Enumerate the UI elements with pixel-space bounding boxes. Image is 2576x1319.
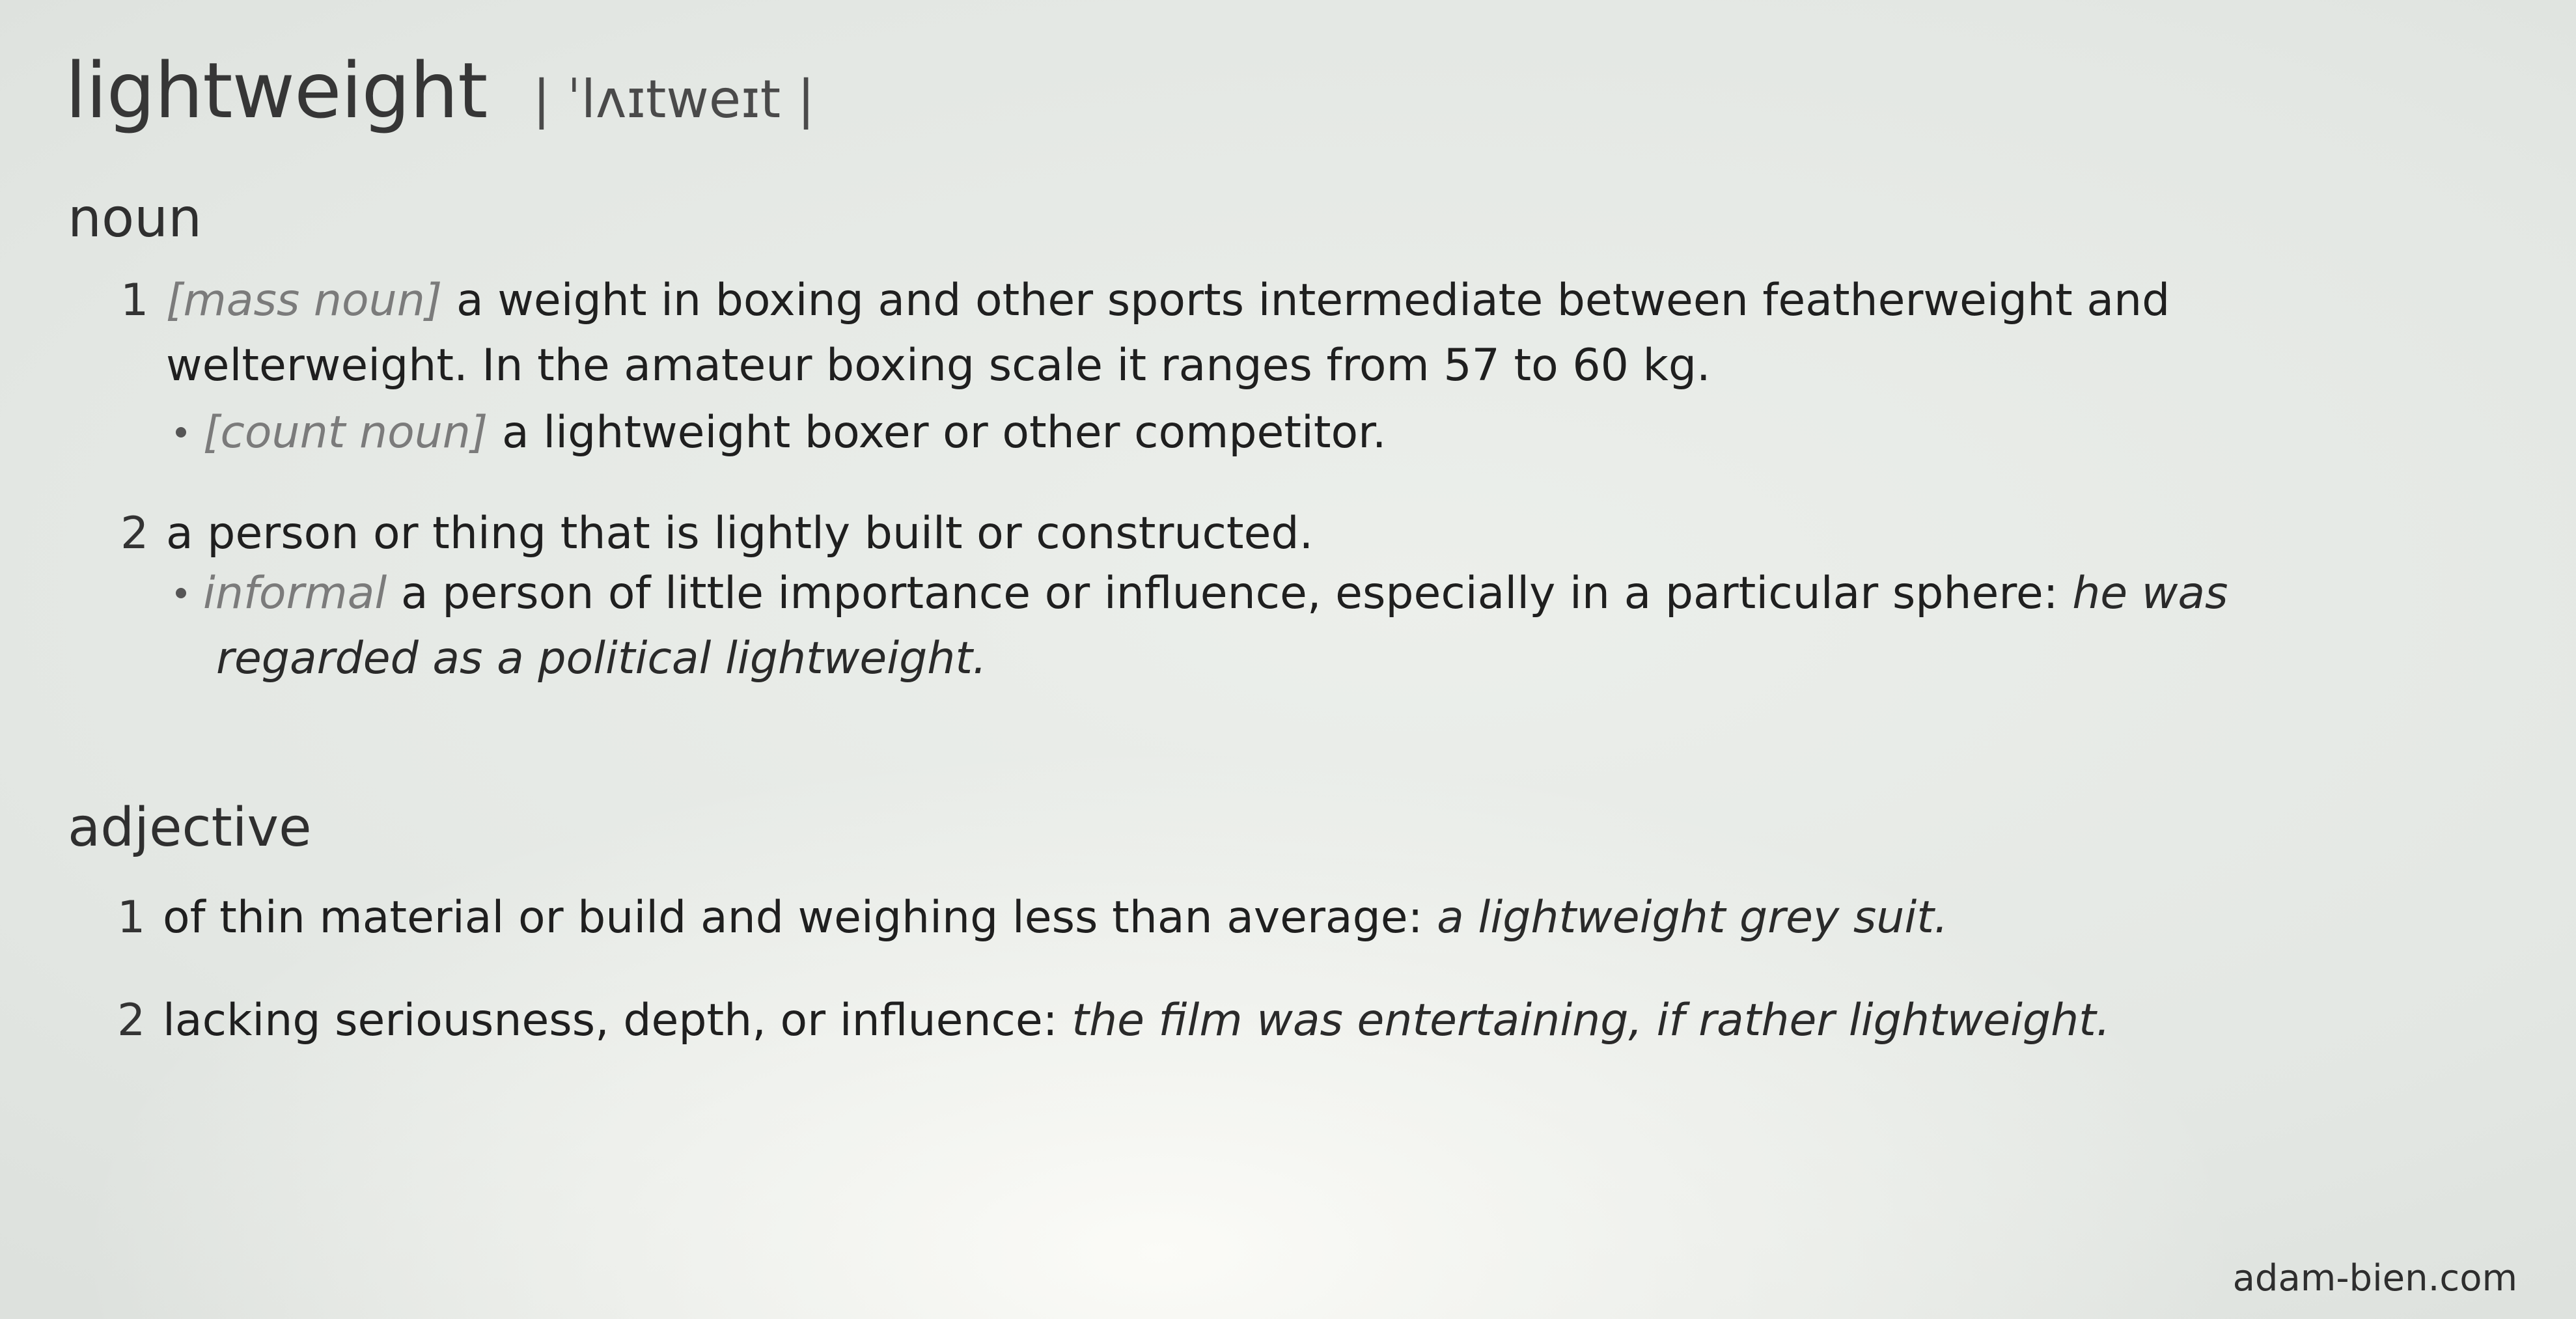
example-text: the film was entertaining, if rather lig…: [1072, 995, 2111, 1046]
register-label: informal: [203, 568, 387, 619]
definition-text: a lightweight boxer or other competitor.: [502, 407, 1387, 458]
definition-text: welterweight. In the amateur boxing scal…: [166, 340, 1711, 391]
register-label: [count noun]: [203, 407, 488, 458]
bullet-icon: [176, 427, 186, 438]
headword: lightweight: [65, 46, 488, 135]
noun-subsense-2-continued: regarded as a political lightweight.: [216, 626, 987, 691]
noun-sense-2: 2 a person or thing that is lightly built…: [120, 501, 1313, 566]
part-of-speech-noun: noun: [68, 187, 202, 249]
noun-sense-1: 1 [mass noun] a weight in boxing and othe…: [120, 268, 2170, 333]
noun-subsense-1: [count noun] a lightweight boxer or othe…: [176, 400, 1387, 465]
sense-number: 1: [117, 892, 146, 943]
example-text: a lightweight grey suit.: [1437, 892, 1948, 943]
example-text: regarded as a political lightweight.: [216, 633, 987, 684]
sense-number: 2: [117, 995, 146, 1046]
sense-number: 1: [120, 275, 149, 326]
definition-text: a person of little importance or influen…: [400, 568, 2058, 619]
part-of-speech-adjective: adjective: [68, 797, 312, 859]
noun-subsense-2: informal a person of little importance o…: [176, 561, 2228, 626]
sense-number: 2: [120, 508, 149, 559]
definition-text: of thin material or build and weighing l…: [163, 892, 1423, 943]
noun-sense-1-continued: welterweight. In the amateur boxing scal…: [166, 333, 1711, 398]
example-text: he was: [2072, 568, 2228, 619]
adjective-sense-2: 2 lacking seriousness, depth, or influenc…: [117, 988, 2110, 1053]
adjective-sense-1: 1 of thin material or build and weighing …: [117, 885, 1948, 951]
site-watermark: adam-bien.com: [2232, 1257, 2517, 1299]
register-label: [mass noun]: [166, 275, 443, 326]
headword-row: lightweight | ˈlʌɪtweɪt |: [65, 46, 815, 135]
definition-text: lacking seriousness, depth, or influence…: [163, 995, 1058, 1046]
bullet-icon: [176, 588, 186, 599]
definition-text: a weight in boxing and other sports inte…: [456, 275, 2170, 326]
pronunciation: | ˈlʌɪtweɪt |: [533, 69, 815, 130]
definition-text: a person or thing that is lightly built …: [166, 508, 1314, 559]
